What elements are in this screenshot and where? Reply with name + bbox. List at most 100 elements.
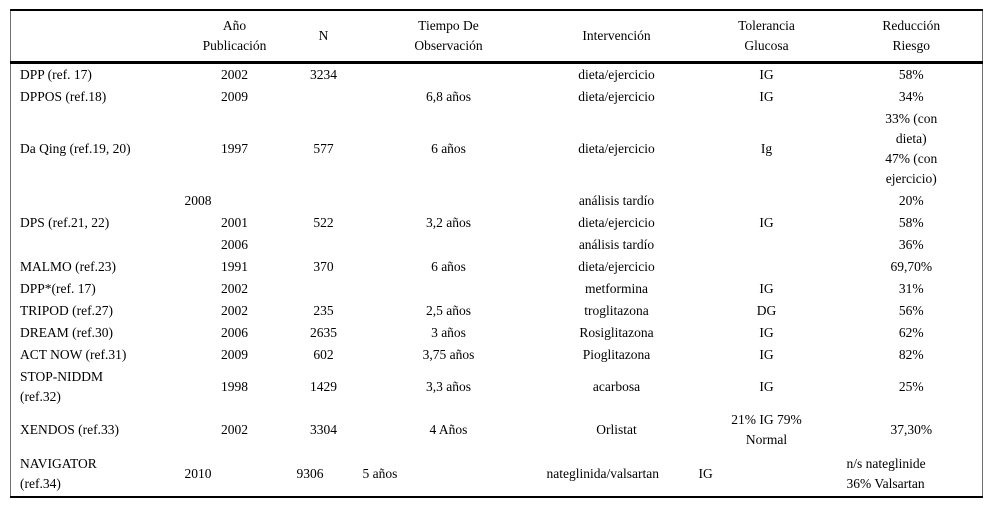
cell-reduccion: 62% xyxy=(898,325,924,340)
cell-reduccion: 20% xyxy=(898,193,924,208)
cell-anio: 2002 xyxy=(221,67,248,82)
col-header-tiempo-observacion: Tiempo De Observación xyxy=(356,10,541,64)
cell-anio: 2008 xyxy=(184,193,212,208)
cell-reduccion: 31% xyxy=(898,281,924,296)
cell-reduccion: 33% (con dieta) 47% (con ejercicio) xyxy=(885,111,938,186)
cell-tolerancia: IG xyxy=(759,281,774,296)
cell-study: STOP-NIDDM (ref.32) xyxy=(20,369,104,404)
col-header-intervencion: Intervención xyxy=(540,10,693,64)
cell-anio: 2002 xyxy=(221,303,248,318)
cell-n: 9306 xyxy=(296,466,324,481)
cell-anio: 2009 xyxy=(221,89,248,104)
cell-intervencion: acarbosa xyxy=(592,379,641,394)
col-header-anio-publicacion: Año Publicación xyxy=(178,10,291,64)
cell-tiempo: 4 Años xyxy=(429,422,468,437)
cell-n: 370 xyxy=(313,259,334,274)
cell-reduccion: 82% xyxy=(898,347,924,362)
cell-intervencion: nateglinida/valsartan xyxy=(546,466,659,481)
cell-n xyxy=(291,234,357,256)
table-row: TRIPOD (ref.27) 2002 235 2,5 años troglitazo… xyxy=(11,300,983,322)
cell-study: Da Qing (ref.19, 20) xyxy=(20,141,131,156)
cell-tolerancia xyxy=(693,256,841,278)
col-header-reduccion-riesgo: Reducción Riesgo xyxy=(840,10,983,64)
cell-tolerancia: IG xyxy=(759,215,774,230)
cell-study: XENDOS (ref.33) xyxy=(20,422,119,437)
table-row: 2001 522 3,2 años dieta/ejercicio IG 58% xyxy=(11,212,983,234)
cell-n: 2635 xyxy=(310,325,337,340)
cell-intervencion: dieta/ejercicio xyxy=(578,89,655,104)
cell-tiempo: 6 años xyxy=(431,259,466,274)
table-row: NAVIGATOR (ref.34) 2010 9306 5 años nateglin… xyxy=(11,452,983,497)
cell-reduccion: 25% xyxy=(898,379,924,394)
cell-study: DPPOS (ref.18) xyxy=(20,89,107,104)
cell-study: TRIPOD (ref.27) xyxy=(20,303,113,318)
table-row: Da Qing (ref.19, 20) 1997 577 6 años dieta/e… xyxy=(11,108,983,190)
cell-n: 235 xyxy=(313,303,334,318)
cell-tolerancia: IG xyxy=(759,379,774,394)
cell-anio: 1991 xyxy=(221,259,248,274)
table-row: XENDOS (ref.33) 2002 3304 4 Años Orlistat 21%… xyxy=(11,408,983,452)
cell-tolerancia: IG xyxy=(759,89,774,104)
page: Año Publicación N Tiempo De Observación … xyxy=(10,9,983,498)
col-header-study xyxy=(10,10,179,64)
cell-tolerancia: IG xyxy=(759,67,774,82)
cell-tiempo xyxy=(357,63,541,87)
table-row: DPS (ref.21, 22) 2008 análisis tardío 20% xyxy=(11,190,983,230)
table-row: DREAM (ref.30) 2006 2635 3 años Rosiglitazon… xyxy=(11,322,983,344)
cell-tiempo xyxy=(357,278,541,300)
cell-study: DPP (ref. 17) xyxy=(20,67,92,82)
table-row: DPP*(ref. 17) 2002 metformina IG 31% xyxy=(11,278,983,300)
table-row: STOP-NIDDM (ref.32) 1998 1429 3,3 años acarb… xyxy=(11,366,983,408)
cell-tolerancia: IG xyxy=(759,347,774,362)
cell-reduccion: 56% xyxy=(898,303,924,318)
cell-anio: 2010 xyxy=(184,466,212,481)
cell-tiempo: 3,2 años xyxy=(426,215,471,230)
cell-n: 3234 xyxy=(310,67,337,82)
col-header-n: N xyxy=(290,10,357,64)
cell-anio: 2009 xyxy=(221,347,248,362)
table-row: DPP (ref. 17) 2002 3234 dieta/ejercicio IG 58… xyxy=(11,63,983,87)
cell-tolerancia: IG xyxy=(759,325,774,340)
cell-n xyxy=(291,86,357,108)
cell-tolerancia: Ig xyxy=(760,141,773,156)
studies-table-body: DPP (ref. 17) 2002 3234 dieta/ejercicio IG 58… xyxy=(11,63,983,498)
cell-n: 522 xyxy=(313,215,334,230)
cell-intervencion: dieta/ejercicio xyxy=(578,141,655,156)
cell-tolerancia xyxy=(693,234,841,256)
cell-reduccion: 34% xyxy=(898,89,924,104)
cell-intervencion: análisis tardío xyxy=(578,237,655,252)
cell-reduccion: 69,70% xyxy=(890,259,933,274)
cell-reduccion: 58% xyxy=(898,67,924,82)
cell-reduccion: 36% xyxy=(898,237,924,252)
cell-intervencion: dieta/ejercicio xyxy=(578,259,655,274)
cell-n: 577 xyxy=(313,141,334,156)
cell-intervencion: dieta/ejercicio xyxy=(578,215,655,230)
cell-intervencion: metformina xyxy=(585,281,648,296)
cell-anio: 1997 xyxy=(221,141,248,156)
cell-tolerancia: 21% IG 79% Normal xyxy=(731,412,802,447)
cell-study: DREAM (ref.30) xyxy=(20,325,113,340)
cell-n xyxy=(291,278,357,300)
cell-tiempo: 6,8 años xyxy=(426,89,471,104)
cell-tiempo: 3,75 años xyxy=(422,347,475,362)
table-row: ACT NOW (ref.31) 2009 602 3,75 años Pioglita… xyxy=(11,344,983,366)
cell-study: ACT NOW (ref.31) xyxy=(20,347,127,362)
cell-study: DPP*(ref. 17) xyxy=(20,281,96,296)
cell-n: 1429 xyxy=(310,379,337,394)
cell-tiempo: 5 años xyxy=(362,466,398,481)
cell-tolerancia: DG xyxy=(756,303,777,318)
table-row: MALMO (ref.23) 1991 370 6 años dieta/ejercic… xyxy=(11,256,983,278)
cell-study: MALMO (ref.23) xyxy=(20,259,116,274)
cell-intervencion: análisis tardío xyxy=(578,193,655,208)
table-row: 2006 análisis tardío 36% xyxy=(11,234,983,256)
cell-anio: 2006 xyxy=(221,237,248,252)
cell-reduccion: n/s nateglinide 36% Valsartan xyxy=(846,456,926,491)
cell-tiempo: 3 años xyxy=(431,325,466,340)
cell-intervencion: Orlistat xyxy=(596,422,637,437)
cell-study: NAVIGATOR (ref.34) xyxy=(20,456,97,491)
cell-tiempo: 6 años xyxy=(431,141,466,156)
cell-anio: 1998 xyxy=(221,379,248,394)
cell-tiempo: 2,5 años xyxy=(426,303,471,318)
cell-tiempo xyxy=(357,190,541,212)
cell-intervencion: Pioglitazona xyxy=(582,347,651,362)
